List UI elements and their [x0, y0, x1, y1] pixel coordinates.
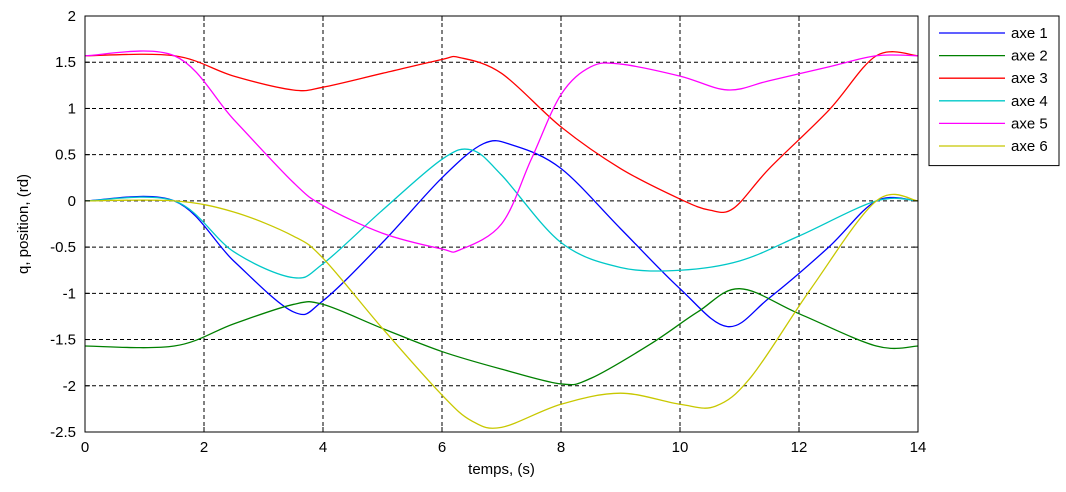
y-tick-label: 0.5 — [55, 147, 76, 164]
series-line-axe-6 — [85, 193, 918, 429]
legend-label-axe-1: axe 1 — [1011, 25, 1048, 42]
series-layer — [85, 50, 918, 429]
legend-label-axe-5: axe 5 — [1011, 115, 1048, 132]
legend-label-axe-2: axe 2 — [1011, 48, 1048, 65]
y-tick-label: -2 — [63, 378, 76, 395]
y-tick-label: -2.5 — [50, 424, 76, 441]
y-tick-label: 1.5 — [55, 54, 76, 71]
x-tick-label: 8 — [557, 439, 565, 456]
x-tick-label: 14 — [910, 439, 927, 456]
legend: axe 1 axe 2 axe 3 axe 4 axe 5 axe 6 — [928, 15, 1060, 167]
x-tick-label: 2 — [200, 439, 208, 456]
ticks: 0 2 4 6 8 10 12 14 2 1.5 1 0.5 0 -0.5 -1 -1.5 -2 -2.5 — [50, 8, 926, 456]
y-tick-label: -0.5 — [50, 239, 76, 256]
x-tick-label: 12 — [791, 439, 808, 456]
x-tick-label: 0 — [81, 439, 89, 456]
series-line-axe-2 — [85, 288, 918, 386]
series-line-axe-3 — [85, 51, 918, 214]
y-tick-label: -1 — [63, 285, 76, 302]
x-axis-label: temps, (s) — [468, 461, 535, 478]
legend-box — [928, 15, 1060, 167]
series-line-axe-4 — [85, 148, 918, 279]
x-tick-label: 10 — [672, 439, 689, 456]
x-tick-label: 4 — [319, 439, 327, 456]
series-line-axe-5 — [85, 50, 918, 253]
y-tick-label: 2 — [68, 8, 76, 25]
y-tick-label: 1 — [68, 100, 76, 117]
y-axis-label: q, position, (rd) — [15, 174, 32, 274]
legend-label-axe-6: axe 6 — [1011, 138, 1048, 155]
legend-label-axe-3: axe 3 — [1011, 70, 1048, 87]
y-tick-label: -1.5 — [50, 332, 76, 349]
legend-label-axe-4: axe 4 — [1011, 93, 1048, 110]
series-line-axe-1 — [85, 140, 918, 328]
y-tick-label: 0 — [68, 193, 76, 210]
grid — [85, 16, 918, 432]
plot-frame — [84, 15, 919, 433]
x-tick-label: 6 — [438, 439, 446, 456]
